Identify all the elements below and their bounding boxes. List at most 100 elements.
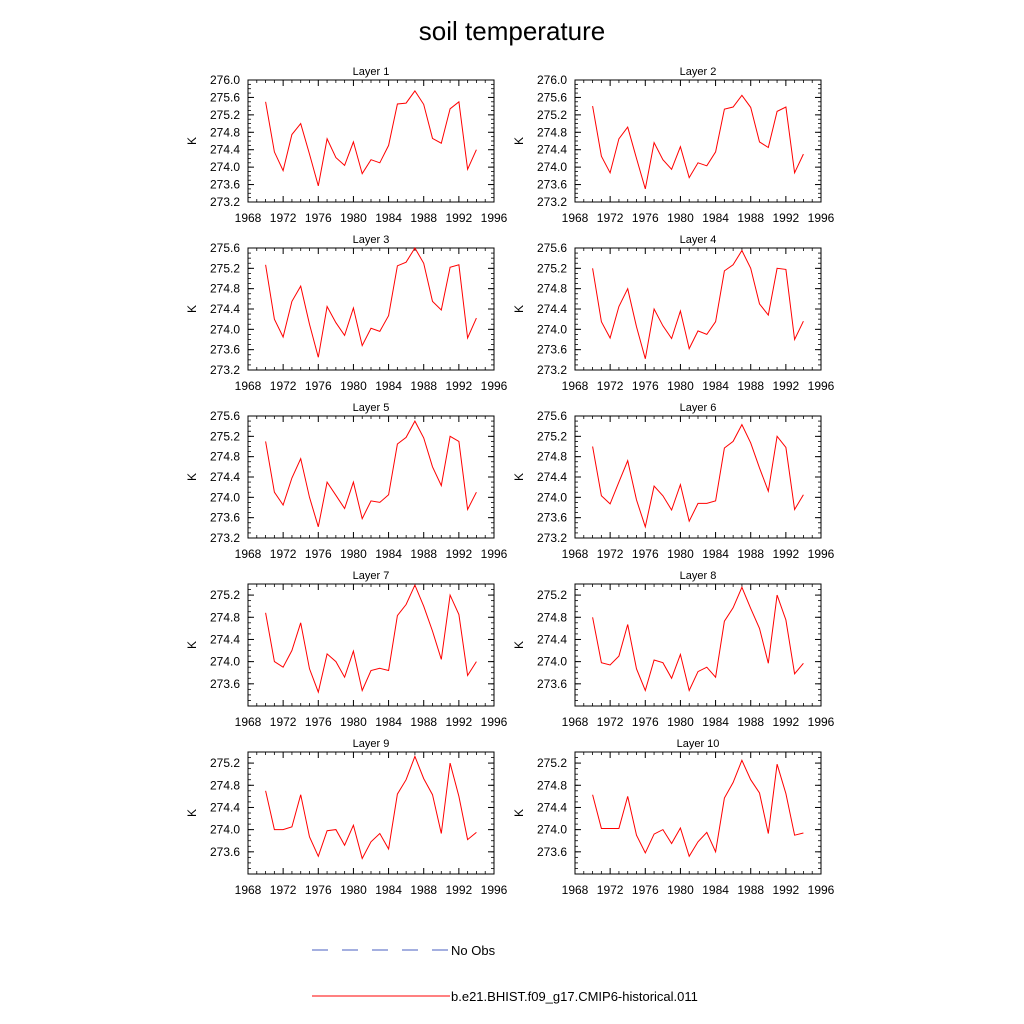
y-tick-label: 273.2	[210, 195, 240, 209]
y-tick-label: 274.8	[537, 778, 567, 792]
x-tick-label: 1984	[702, 883, 729, 897]
panel-frame	[247, 79, 495, 203]
panel-layer-8: Layer 8 1968 1972 1976 1980 1984 1988 1992 1996 2…	[512, 570, 835, 729]
x-tick-label: 1968	[235, 547, 262, 561]
x-tick-label: 1980	[667, 211, 694, 225]
x-tick-label: 1968	[562, 547, 589, 561]
x-tick-label: 1984	[702, 715, 729, 729]
x-tick-label: 1972	[597, 211, 624, 225]
y-tick-label: 273.2	[537, 195, 567, 209]
y-axis-label: K	[185, 137, 199, 145]
panel-title-layer-10: Layer 10	[677, 738, 720, 750]
y-tick-label: 273.6	[537, 677, 567, 691]
x-tick-label: 1968	[235, 715, 262, 729]
x-tick-label: 1992	[446, 211, 473, 225]
x-tick-label: 1988	[410, 379, 437, 393]
x-tick-label: 1996	[808, 883, 835, 897]
y-tick-label: 274.0	[210, 490, 240, 504]
y-tick-label: 274.8	[210, 125, 240, 139]
x-tick-label: 1980	[340, 211, 367, 225]
x-tick-label: 1980	[667, 883, 694, 897]
y-tick-label: 273.6	[537, 511, 567, 525]
x-tick-label: 1976	[305, 547, 332, 561]
y-tick-label: 275.2	[537, 429, 567, 443]
x-tick-label: 1988	[737, 547, 764, 561]
x-tick-label: 1968	[562, 379, 589, 393]
x-tick-label: 1988	[737, 211, 764, 225]
series-line-layer-5	[265, 420, 477, 527]
y-tick-label: 274.0	[537, 823, 567, 837]
y-axis-label: K	[512, 641, 526, 649]
panel-layer-6: Layer 6 1968 1972 1976 1980 1984 1988 1992 1996 2…	[512, 402, 835, 561]
x-tick-label: 1968	[562, 883, 589, 897]
x-tick-label: 1976	[305, 883, 332, 897]
y-tick-label: 273.6	[210, 677, 240, 691]
panel-frame	[247, 583, 495, 707]
y-tick-label: 275.6	[537, 90, 567, 104]
x-tick-label: 1992	[773, 883, 800, 897]
y-axis-label: K	[185, 809, 199, 817]
x-tick-label: 1968	[235, 379, 262, 393]
y-tick-label: 274.4	[210, 800, 240, 814]
y-tick-label: 276.0	[210, 73, 240, 87]
y-tick-label: 274.0	[210, 823, 240, 837]
x-tick-label: 1972	[270, 379, 297, 393]
panel-layer-2: Layer 2 1968 1972 1976 1980 1984 1988 1992 1996 2…	[512, 66, 835, 225]
x-tick-label: 1996	[481, 547, 508, 561]
y-tick-label: 273.6	[210, 178, 240, 192]
y-tick-label: 274.0	[210, 160, 240, 174]
legend: No Obs b.e21.BHIST.f09_g17.CMIP6-histori…	[312, 943, 698, 1004]
x-tick-label: 1996	[808, 547, 835, 561]
y-tick-label: 275.2	[210, 756, 240, 770]
y-tick-label: 275.6	[210, 241, 240, 255]
panel-frame	[574, 79, 822, 203]
y-tick-label: 273.2	[210, 363, 240, 377]
x-tick-label: 1968	[562, 211, 589, 225]
x-tick-label: 1992	[773, 547, 800, 561]
legend-entry-model: b.e21.BHIST.f09_g17.CMIP6-historical.011	[312, 989, 698, 1004]
x-tick-label: 1984	[702, 211, 729, 225]
panel-layer-5: Layer 5 1968 1972 1976 1980 1984 1988 1992 1996 2…	[185, 402, 508, 561]
y-tick-label: 273.6	[210, 343, 240, 357]
x-tick-label: 1988	[410, 883, 437, 897]
x-tick-label: 1992	[773, 211, 800, 225]
x-tick-label: 1984	[702, 379, 729, 393]
y-tick-label: 275.2	[537, 756, 567, 770]
y-axis-label: K	[185, 641, 199, 649]
x-tick-label: 1976	[632, 379, 659, 393]
panel-title-layer-9: Layer 9	[353, 738, 390, 750]
series-line-layer-2	[592, 94, 804, 190]
series-line-layer-1	[265, 90, 477, 187]
figure-title: soil temperature	[419, 16, 605, 46]
panel-layer-3: Layer 3 1968 1972 1976 1980 1984 1988 1992 1996 2…	[185, 234, 508, 393]
x-tick-label: 1992	[446, 379, 473, 393]
x-tick-label: 1976	[632, 547, 659, 561]
x-tick-label: 1996	[808, 211, 835, 225]
y-axis-label: K	[512, 809, 526, 817]
y-tick-label: 274.0	[210, 655, 240, 669]
panel-layer-10: Layer 10 1968 1972 1976 1980 1984 1988 1992 1996…	[512, 738, 835, 897]
panel-frame	[247, 415, 495, 539]
panel-frame	[574, 247, 822, 371]
x-tick-label: 1988	[410, 547, 437, 561]
x-tick-label: 1988	[737, 883, 764, 897]
y-tick-label: 274.8	[537, 282, 567, 296]
x-tick-label: 1972	[270, 883, 297, 897]
panel-layer-1: Layer 1 1968 1972 1976 1980 1984 1988 1992 1996 2…	[185, 66, 508, 225]
x-tick-label: 1976	[305, 715, 332, 729]
x-tick-label: 1980	[667, 547, 694, 561]
x-tick-label: 1996	[481, 379, 508, 393]
x-tick-label: 1996	[808, 379, 835, 393]
x-tick-label: 1996	[481, 715, 508, 729]
y-tick-label: 274.8	[210, 610, 240, 624]
y-tick-label: 275.2	[210, 588, 240, 602]
panel-frame	[574, 415, 822, 539]
x-tick-label: 1992	[446, 883, 473, 897]
y-tick-label: 273.6	[537, 178, 567, 192]
y-tick-label: 275.6	[537, 409, 567, 423]
y-axis-label: K	[185, 473, 199, 481]
y-tick-label: 274.8	[537, 610, 567, 624]
x-tick-label: 1972	[270, 715, 297, 729]
y-tick-label: 275.2	[210, 261, 240, 275]
legend-label-model: b.e21.BHIST.f09_g17.CMIP6-historical.011	[451, 989, 698, 1004]
